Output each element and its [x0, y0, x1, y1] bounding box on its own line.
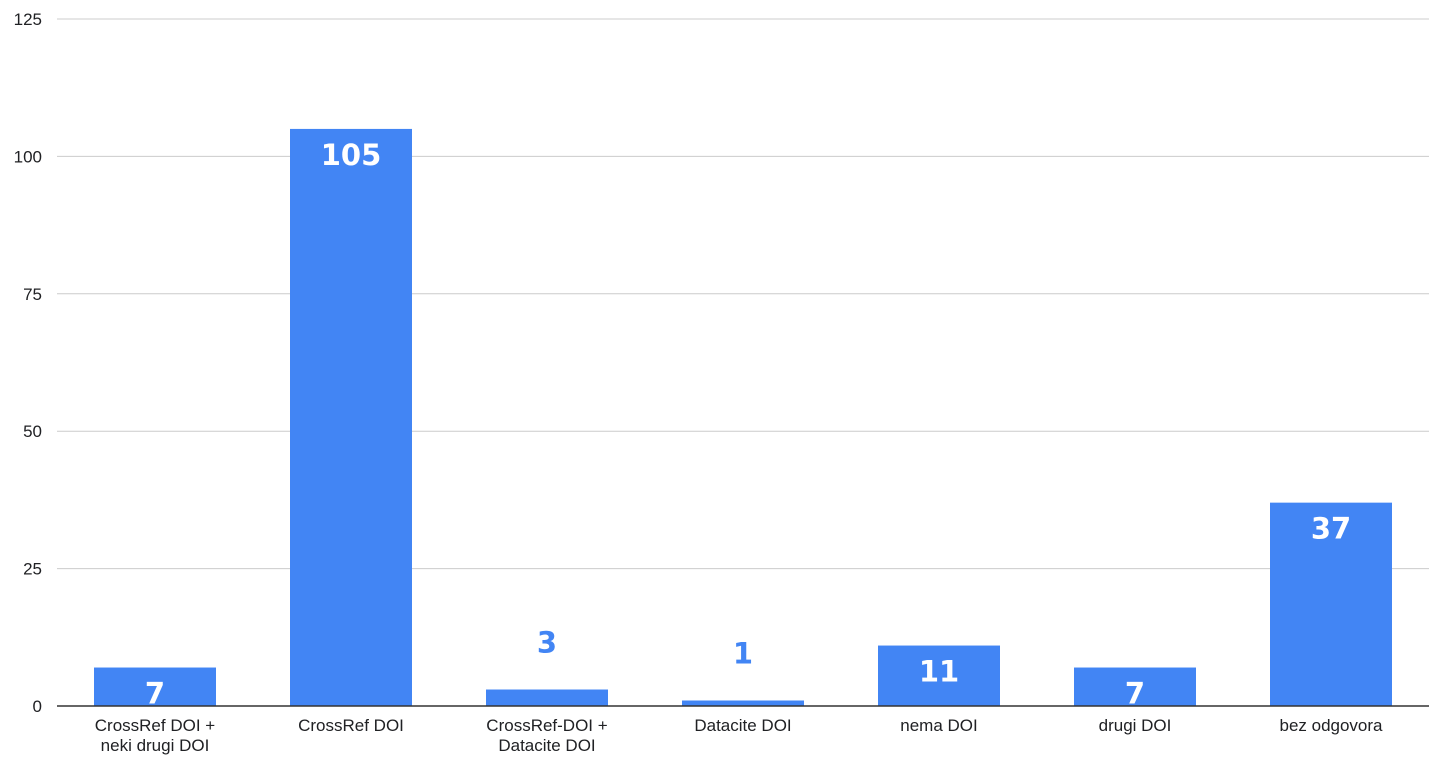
bars — [94, 128, 1392, 707]
data-label: 1 — [733, 637, 753, 671]
x-tick-label: drugi DOI — [1099, 716, 1172, 735]
y-tick-label: 125 — [14, 10, 42, 29]
bar — [94, 667, 216, 706]
x-tick-label: bez odgovora — [1279, 716, 1383, 735]
category-labels: CrossRef DOI + neki drugi DOI CrossRef DOI… — [95, 716, 1383, 755]
bar — [878, 645, 1000, 706]
x-tick-label: nema DOI — [900, 716, 977, 735]
y-axis-ticks: 0 25 50 75 100 125 — [14, 10, 42, 716]
data-label: 105 — [321, 138, 382, 172]
data-label: 11 — [919, 655, 959, 689]
y-tick-label: 0 — [33, 697, 42, 716]
bar — [682, 700, 804, 706]
bar — [1270, 502, 1392, 706]
data-label: 7 — [145, 677, 165, 711]
y-tick-label: 100 — [14, 147, 42, 166]
bar — [1074, 667, 1196, 706]
bar — [486, 689, 608, 706]
bar — [290, 128, 412, 707]
data-label: 7 — [1125, 677, 1145, 711]
y-tick-label: 25 — [23, 560, 42, 579]
x-tick-label: CrossRef DOI + neki drugi DOI — [95, 716, 216, 755]
gridlines — [57, 18, 1429, 570]
x-tick-label: Datacite DOI — [694, 716, 791, 735]
x-tick-label: CrossRef DOI — [298, 716, 404, 735]
data-label: 37 — [1311, 512, 1351, 546]
data-label: 3 — [537, 626, 557, 660]
y-tick-label: 50 — [23, 422, 42, 441]
y-tick-label: 75 — [23, 285, 42, 304]
x-tick-label: CrossRef-DOI + Datacite DOI — [486, 716, 607, 755]
